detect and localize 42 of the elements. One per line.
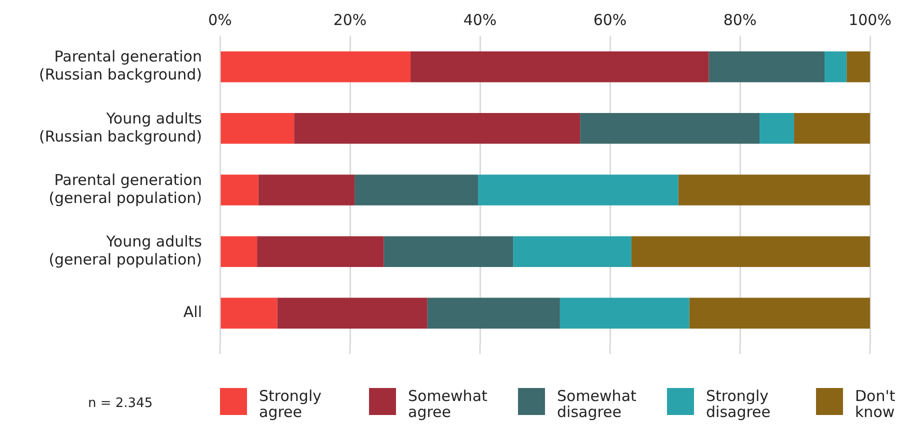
y-tick-label: All [183,303,202,322]
bar [257,236,384,267]
bar [294,113,580,144]
y-tick-label: Young adults (general population) [48,232,202,268]
x-tick-label: 0% [208,10,232,29]
bar [220,298,278,329]
legend-label: Somewhat disagree [557,387,637,421]
bar [760,113,794,144]
bar [794,113,870,144]
legend-label: Strongly agree [259,387,322,421]
bar [354,174,478,206]
bar [631,236,870,267]
legend-label: Somewhat agree [408,387,488,421]
bar [410,51,709,82]
bar [258,174,355,206]
x-tick-label: 100% [848,10,892,29]
bar [513,236,632,267]
bar [427,298,560,329]
x-tick-label: 20% [333,10,367,29]
bar [478,174,678,206]
bar [220,236,258,267]
bar [708,51,824,82]
y-tick-label: Parental generation (Russian background) [39,48,202,84]
bar [824,51,847,82]
y-tick-label: Parental generation (general population) [48,170,202,207]
bar [384,236,514,267]
bar [689,298,870,329]
bar [220,51,410,82]
legend-label: Don't know [855,387,896,421]
y-tick-label: Young adults (Russian background) [39,109,202,146]
bar [277,298,428,329]
bar [560,298,690,329]
x-tick-label: 60% [593,10,627,29]
x-tick-label: 80% [723,10,757,29]
text: n = 2.345 [88,396,153,411]
x-tick-label: 40% [463,10,497,29]
bar [580,113,760,144]
legend-label: Strongly disagree [706,387,772,421]
bar [220,174,258,206]
bar [678,174,870,206]
bar [220,113,294,144]
bar [846,51,870,82]
